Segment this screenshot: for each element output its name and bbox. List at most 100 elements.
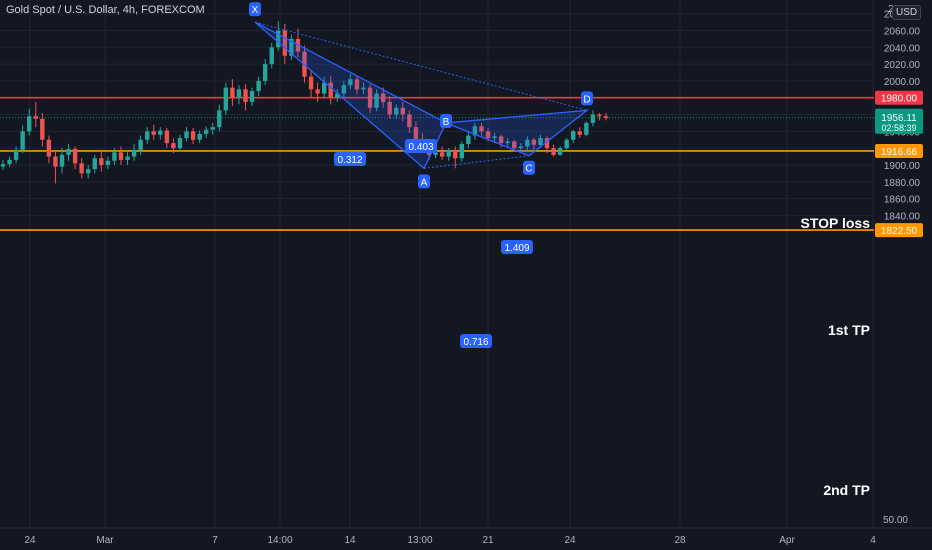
time-tick-label: 13:00 xyxy=(407,535,432,546)
ratio-label: 0.716 xyxy=(460,334,492,348)
xd-line xyxy=(254,21,588,111)
point-c-label-bg xyxy=(523,160,535,175)
ac-line xyxy=(423,155,530,169)
candle-body xyxy=(472,126,478,136)
candle-body xyxy=(66,149,71,155)
price-tick-label: 2000.00 xyxy=(884,77,921,88)
time-axis[interactable]: 24 Mar 7 14:00 14 13:00 21 24 28 Apr 4 xyxy=(0,527,932,550)
candle-body xyxy=(125,156,130,160)
candle-body xyxy=(249,91,255,102)
candle-body xyxy=(7,159,12,165)
ratio-label: 0.403 xyxy=(405,139,437,153)
candle-body xyxy=(341,85,347,94)
candle-body xyxy=(243,89,248,102)
candle-body xyxy=(177,138,183,149)
candle-body xyxy=(485,131,491,139)
point-a-label-text: A xyxy=(421,177,428,188)
currency-button[interactable]: USD xyxy=(892,5,922,20)
ratio-label: 0.312 xyxy=(334,152,366,166)
candle-body xyxy=(348,79,353,86)
candle-body xyxy=(439,152,445,157)
second-tp-label: 2nd TP xyxy=(823,482,870,498)
bcd-triangle xyxy=(445,109,590,157)
time-tick-label: 7 xyxy=(212,535,218,546)
ratio-label-bg xyxy=(501,240,533,254)
candle-body xyxy=(256,80,261,92)
point-d-label: D xyxy=(581,91,593,106)
candle-body xyxy=(144,131,150,140)
candle-body xyxy=(27,116,32,132)
candle-body xyxy=(413,127,419,140)
candle-body xyxy=(335,93,340,98)
point-b-label: B xyxy=(440,113,452,128)
candle-body xyxy=(164,130,170,144)
level-price-text: 1916.66 xyxy=(881,147,918,158)
price-tick-label: 1880.00 xyxy=(884,178,921,189)
point-d-label-bg xyxy=(581,91,593,106)
candle-body xyxy=(269,47,274,65)
ratio-label-bg xyxy=(334,152,366,166)
ratio-label: 1.409 xyxy=(501,240,533,254)
point-d-label-text: D xyxy=(583,94,590,105)
candles xyxy=(0,21,609,184)
time-tick-label: 4 xyxy=(870,535,876,546)
time-tick-label: Apr xyxy=(779,535,795,546)
candle-body xyxy=(512,141,517,149)
candle-body xyxy=(40,118,45,140)
candle-body xyxy=(131,149,137,157)
candle-body xyxy=(230,87,235,98)
point-b-label-text: B xyxy=(443,117,450,128)
candle-body xyxy=(99,158,104,165)
candle-body xyxy=(92,158,97,170)
price-levels xyxy=(0,96,874,231)
candle-body xyxy=(577,131,582,135)
candle-body xyxy=(118,152,124,160)
price-axis[interactable]: 1840.001860.001880.001900.001920.001940.… xyxy=(874,0,932,550)
price-tick-label: 1840.00 xyxy=(884,211,921,222)
candle-body xyxy=(59,154,65,167)
price-tick-label: 1860.00 xyxy=(884,195,921,206)
candle-body xyxy=(276,30,281,48)
candle-body xyxy=(367,87,373,108)
candle-body xyxy=(374,93,379,108)
price-tick-bottom: 50.00 xyxy=(883,515,908,526)
candle-body xyxy=(433,152,438,155)
time-tick-label: 28 xyxy=(674,535,686,546)
level-price-tag xyxy=(875,143,923,158)
candle-body xyxy=(289,38,294,56)
candle-body xyxy=(564,139,569,149)
level-price-tag xyxy=(875,223,923,238)
candle-body xyxy=(446,149,451,157)
harmonic-pattern[interactable]: X A B C D 0.312 0.403 1.409 0.716 xyxy=(249,2,593,348)
candle-body xyxy=(505,141,510,144)
time-tick-label: 24 xyxy=(24,535,36,546)
candle-body xyxy=(321,82,327,94)
level-price-text: 1822.50 xyxy=(881,226,918,237)
candle-body xyxy=(315,89,320,94)
ratio-label-text: 0.403 xyxy=(408,142,433,153)
candle-body xyxy=(571,131,576,140)
candle-body xyxy=(184,131,189,139)
ratio-label-text: 0.312 xyxy=(337,155,362,166)
candle-body xyxy=(158,130,163,135)
candle-body xyxy=(603,116,609,118)
stop-loss-label: STOP loss xyxy=(800,215,870,231)
candle-body xyxy=(407,114,412,128)
candle-body xyxy=(525,139,530,147)
candle-body xyxy=(171,143,176,149)
candle-body xyxy=(453,149,458,159)
candle-body xyxy=(466,135,471,144)
ratio-label-text: 0.716 xyxy=(463,337,488,348)
candle-body xyxy=(518,146,523,149)
candle-body xyxy=(380,93,386,102)
level-annotations: STOP loss 1st TP 2nd TP xyxy=(800,215,870,498)
time-tick-label: 14 xyxy=(344,535,356,546)
candle-body xyxy=(557,148,563,155)
candle-body xyxy=(112,152,117,161)
point-b-label-bg xyxy=(440,113,452,128)
time-tick-label: 14:00 xyxy=(267,535,292,546)
candle-body xyxy=(361,87,366,90)
candle-body xyxy=(217,110,222,128)
candle-body xyxy=(151,131,156,135)
